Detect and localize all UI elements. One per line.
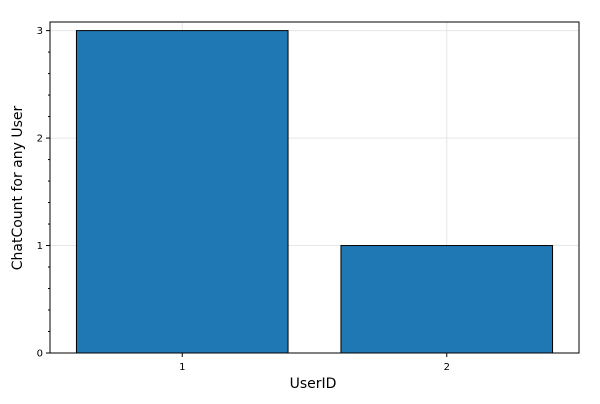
bar-2 bbox=[340, 245, 554, 354]
plot-frame bbox=[49, 21, 580, 354]
bars bbox=[75, 30, 554, 354]
y-tick-label: 2 bbox=[37, 134, 43, 145]
x-axis-label: UserID bbox=[290, 376, 337, 392]
x-tick-label: 1 bbox=[179, 362, 185, 373]
bar-1 bbox=[75, 30, 289, 354]
y-tick-label: 0 bbox=[37, 349, 43, 360]
y-axis-label: ChatCount for any User bbox=[10, 105, 26, 270]
x-tick-label: 2 bbox=[444, 362, 450, 373]
y-tick-label: 3 bbox=[37, 26, 43, 37]
y-axis-ticks: 0 1 2 3 bbox=[37, 26, 50, 360]
y-tick-label: 1 bbox=[37, 241, 43, 252]
